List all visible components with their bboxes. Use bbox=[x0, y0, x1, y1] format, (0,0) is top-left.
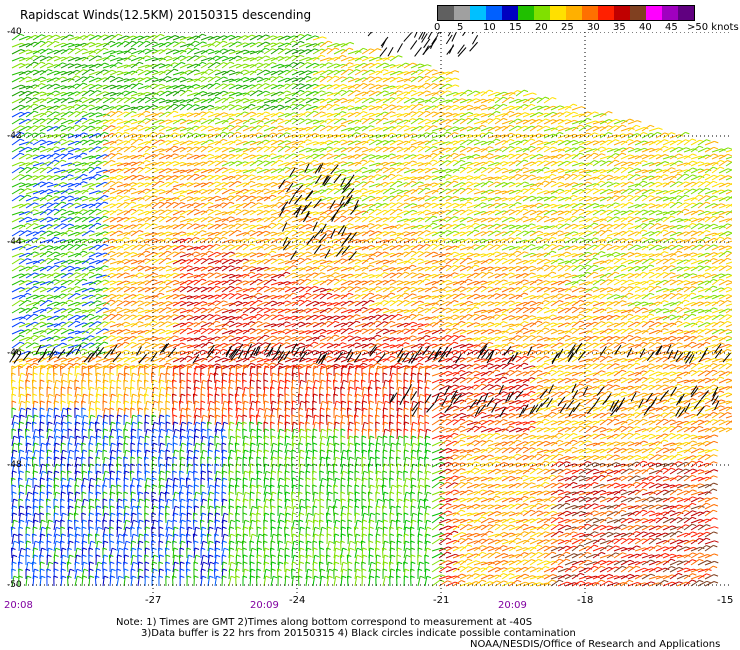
lat-label-42s: -42 bbox=[7, 131, 22, 141]
wind-speed-legend: 0 5 10 15 20 25 30 35 40 45 >50 knots bbox=[434, 5, 739, 33]
legend-label-50-knots: >50 knots bbox=[687, 22, 739, 33]
legend-label-45: 45 bbox=[665, 22, 678, 33]
legend-label-0: 0 bbox=[434, 22, 441, 33]
legend-labels: 0 5 10 15 20 25 30 35 40 45 >50 knots bbox=[434, 22, 739, 36]
lon-label-27w: -27 bbox=[145, 595, 162, 606]
lon-label-15w: -15 bbox=[717, 595, 734, 606]
time-label-end: 20:09 bbox=[498, 600, 527, 611]
legend-swatch bbox=[566, 6, 582, 20]
legend-label-5: 5 bbox=[457, 22, 464, 33]
legend-label-20: 20 bbox=[535, 22, 548, 33]
legend-swatch bbox=[502, 6, 518, 20]
map-title: Rapidscat Winds(12.5KM) 20150315 descend… bbox=[20, 8, 312, 22]
lon-label-24w: -24 bbox=[289, 595, 306, 606]
legend-label-15: 15 bbox=[509, 22, 522, 33]
note-line-2: 3)Data buffer is 22 hrs from 20150315 4)… bbox=[141, 628, 576, 639]
time-label-middle: 20:09 bbox=[250, 600, 279, 611]
legend-label-40: 40 bbox=[639, 22, 652, 33]
legend-swatch bbox=[582, 6, 598, 20]
legend-swatch bbox=[518, 6, 534, 20]
lat-label-46s: -46 bbox=[7, 348, 22, 358]
legend-swatch bbox=[614, 6, 630, 20]
legend-swatch bbox=[630, 6, 646, 20]
legend-label-35: 35 bbox=[613, 22, 626, 33]
legend-swatch bbox=[454, 6, 470, 20]
legend-swatch bbox=[470, 6, 486, 20]
note-line-3: NOAA/NESDIS/Office of Research and Appli… bbox=[470, 639, 721, 650]
legend-color-scale bbox=[437, 5, 695, 21]
lat-label-50s: -50 bbox=[7, 580, 22, 590]
wind-barb-map bbox=[8, 32, 732, 593]
note-line-1: Note: 1) Times are GMT 2)Times along bot… bbox=[116, 617, 533, 628]
legend-swatch bbox=[550, 6, 566, 20]
lat-label-40s: -40 bbox=[7, 27, 22, 37]
legend-label-10: 10 bbox=[483, 22, 496, 33]
legend-swatch bbox=[662, 6, 678, 20]
legend-label-30: 30 bbox=[587, 22, 600, 33]
legend-swatch bbox=[678, 6, 694, 20]
time-label-start: 20:08 bbox=[4, 600, 33, 611]
lon-label-18w: -18 bbox=[577, 595, 594, 606]
lat-label-44s: -44 bbox=[7, 237, 22, 247]
legend-swatch bbox=[486, 6, 502, 20]
lat-label-48s: -48 bbox=[7, 460, 22, 470]
legend-label-25: 25 bbox=[561, 22, 574, 33]
legend-swatch bbox=[534, 6, 550, 20]
legend-swatch bbox=[438, 6, 454, 20]
lon-label-21w: -21 bbox=[433, 595, 450, 606]
legend-swatch bbox=[598, 6, 614, 20]
legend-swatch bbox=[646, 6, 662, 20]
